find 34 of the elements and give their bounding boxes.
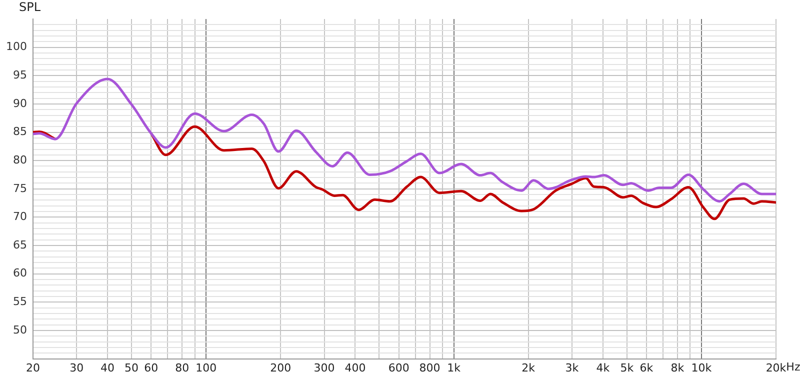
x-tick-label: 400: [344, 361, 366, 374]
y-tick-label: 70: [12, 210, 27, 224]
y-tick-label: 95: [12, 68, 27, 82]
x-tick-label: 200: [270, 361, 292, 374]
x-tick-label: 4k: [596, 361, 610, 374]
x-tick-label: 50: [124, 361, 139, 374]
x-tick-label: 3k: [565, 361, 580, 374]
y-tick-label: 80: [12, 153, 27, 166]
y-tick-label: 100: [6, 40, 27, 54]
x-tick-label: 8k: [670, 361, 685, 374]
y-tick-label: 55: [12, 295, 27, 308]
x-tick-label: 30: [70, 361, 84, 374]
x-tick-label: 20: [26, 361, 40, 374]
x-tick-label: 80: [175, 361, 190, 374]
x-tick-label: 100: [196, 361, 217, 374]
x-axis-title: Hz: [786, 360, 800, 374]
y-axis-title: SPL: [19, 0, 41, 14]
x-tick-label: 1k: [447, 361, 462, 374]
x-tick-label: 600: [388, 361, 410, 374]
y-tick-label: 50: [12, 323, 27, 336]
x-tick-label: 10k: [691, 361, 712, 374]
x-tick-label: 5k: [620, 361, 634, 374]
x-tick-label: 6k: [640, 361, 654, 374]
y-tick-label: 65: [12, 238, 27, 252]
x-tick-label: 20k: [766, 361, 787, 374]
y-tick-label: 60: [12, 266, 27, 280]
y-tick-label: 75: [12, 182, 27, 195]
x-tick-label: 40: [100, 361, 115, 374]
x-tick-label: 300: [314, 361, 335, 374]
x-tick-label: 60: [144, 361, 158, 374]
x-tick-label: 800: [419, 361, 440, 374]
y-tick-label: 90: [12, 96, 27, 110]
y-tick-label: 85: [12, 125, 27, 138]
x-tick-label: 2k: [522, 361, 536, 374]
